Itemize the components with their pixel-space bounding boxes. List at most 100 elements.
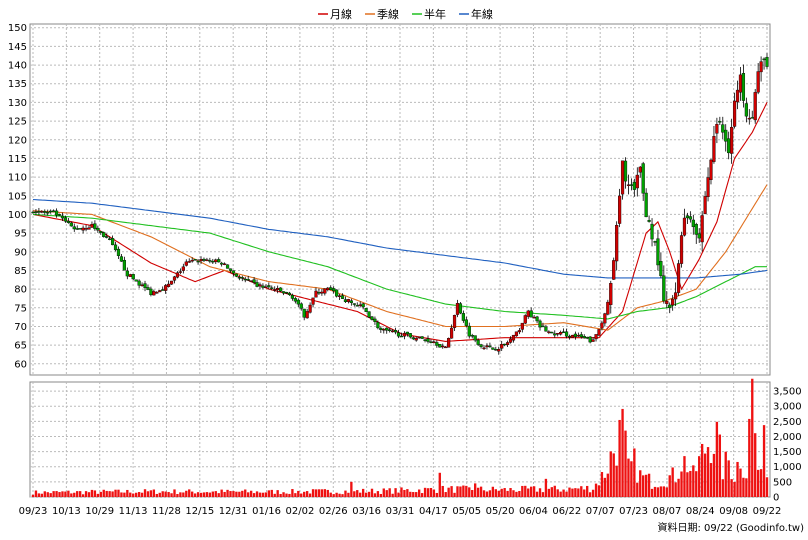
candle-body — [34, 211, 38, 213]
volume-bar — [220, 489, 223, 497]
volume-bar — [633, 448, 636, 497]
volume-bar — [615, 465, 618, 497]
candle-body — [494, 349, 498, 351]
candle-body — [750, 117, 754, 119]
volume-bars — [31, 378, 769, 497]
candle-body — [273, 289, 277, 291]
volume-bar — [105, 490, 108, 497]
volume-bar — [279, 493, 282, 497]
volume-bar — [556, 489, 559, 497]
volume-bar — [67, 490, 70, 497]
volume-bar — [134, 492, 138, 497]
candle-body — [320, 291, 324, 294]
candle-body — [721, 124, 725, 133]
volume-bar — [459, 486, 462, 497]
volume-bar — [709, 463, 713, 497]
candle-body — [644, 192, 648, 218]
candle-body — [379, 327, 383, 330]
volume-bar — [586, 485, 589, 497]
volume-bar — [40, 493, 44, 497]
volume-bar — [683, 456, 686, 497]
volume-tick-label: 0 — [773, 493, 779, 504]
volume-bar — [700, 443, 704, 497]
candle-body — [556, 333, 560, 335]
candle-body — [393, 330, 398, 333]
volume-bar — [409, 491, 412, 497]
candle-body — [452, 314, 457, 328]
candle-body — [588, 336, 592, 343]
candle-body — [69, 222, 73, 227]
volume-bar — [482, 490, 486, 497]
volume-bar — [521, 485, 524, 497]
candle-body — [187, 261, 191, 263]
price-tick-label: 105 — [8, 191, 27, 202]
price-tick-label: 145 — [8, 42, 27, 53]
volume-bar — [553, 485, 556, 497]
candle-body — [591, 339, 595, 342]
candle-body — [455, 303, 460, 315]
candle-body — [626, 184, 631, 186]
volume-bar — [494, 489, 497, 497]
volume-bar — [712, 453, 716, 497]
candle-body — [279, 287, 283, 292]
volume-bar — [185, 490, 188, 497]
date-tick-label: 09/23 — [19, 506, 48, 517]
candle-body — [414, 337, 418, 341]
candle-body — [125, 270, 129, 277]
candle-body — [93, 223, 97, 230]
volume-bar — [429, 487, 433, 497]
candle-body — [402, 332, 407, 337]
candle-body — [205, 259, 209, 261]
candle-body — [488, 345, 492, 348]
candle-body — [676, 263, 681, 293]
volume-bar — [379, 493, 383, 497]
volume-bar — [692, 465, 695, 497]
candle-body — [715, 124, 719, 134]
candle-body — [252, 279, 256, 283]
volume-bar — [84, 491, 88, 497]
volume-bar — [300, 493, 303, 497]
candle-body — [576, 334, 580, 337]
ma-season-line — [32, 184, 768, 331]
price-tick-label: 65 — [14, 341, 27, 352]
volume-bar — [73, 492, 76, 497]
price-tick-label: 95 — [14, 229, 27, 240]
volume-bar — [730, 479, 733, 497]
candle-body — [411, 337, 415, 340]
volume-tick-label: 3,000 — [773, 402, 802, 413]
volume-bar — [689, 470, 692, 497]
candle-body — [361, 303, 365, 308]
candle-body — [653, 241, 657, 243]
candle-body — [96, 227, 100, 231]
volume-bar — [158, 492, 161, 497]
candle-body — [632, 181, 636, 190]
candle-body — [458, 303, 463, 314]
volume-bar — [751, 378, 754, 497]
volume-bar — [353, 491, 356, 497]
volume-bar — [562, 489, 565, 497]
volume-bar — [656, 487, 660, 497]
candle-body — [202, 258, 206, 261]
legend-label: 月線 — [330, 7, 352, 21]
candle-body — [134, 279, 138, 282]
volume-bar — [211, 491, 214, 497]
volume-bar — [376, 491, 380, 497]
volume-bar — [565, 491, 568, 497]
candle-body — [441, 345, 445, 348]
candle-body — [246, 279, 250, 281]
volume-bar — [465, 485, 468, 497]
volume-bar — [538, 488, 542, 497]
candle-body — [500, 344, 504, 349]
volume-bar — [574, 488, 577, 497]
candle-body — [570, 334, 575, 338]
volume-bar — [662, 486, 666, 497]
volume-bar — [432, 489, 436, 497]
candle-body — [211, 260, 215, 263]
volume-bar — [591, 489, 595, 497]
volume-bar — [497, 490, 500, 497]
candle-body — [623, 160, 628, 182]
candle-body — [37, 211, 41, 213]
candle-body — [703, 196, 707, 214]
candle-body — [485, 345, 489, 348]
volume-bar — [191, 491, 194, 497]
